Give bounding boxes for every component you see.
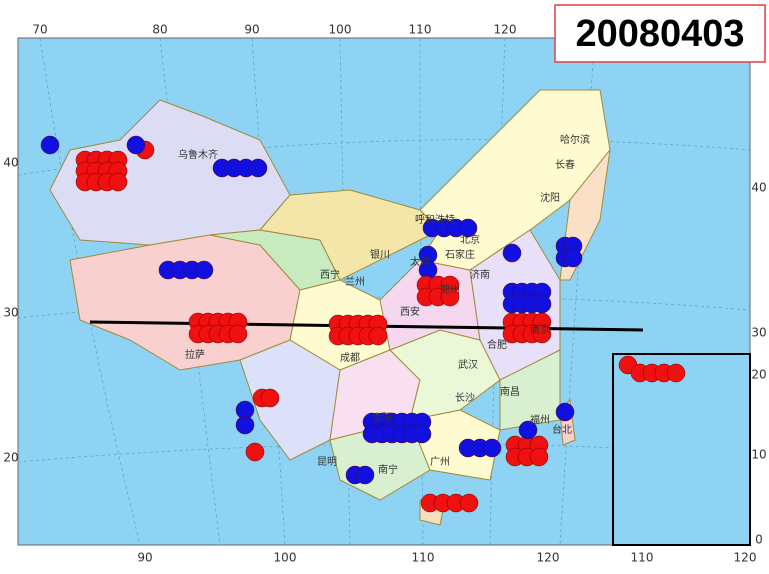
cities: 长沙 <box>455 392 475 404</box>
station-dot <box>555 402 575 422</box>
bottom-ticks: 90 <box>137 551 152 565</box>
station-dot <box>260 388 280 408</box>
station-dot <box>194 260 214 280</box>
dots <box>40 135 686 513</box>
inset-right-ticks: 20 <box>751 368 766 382</box>
station-dot <box>532 324 552 344</box>
cities: 呼和浩特 <box>415 214 455 226</box>
top-ticks: 80 <box>152 23 167 37</box>
cities: 西宁 <box>320 268 340 281</box>
top-ticks: 70 <box>32 23 47 37</box>
station-dot <box>502 243 522 263</box>
inset-right-ticks: 0 <box>755 533 763 547</box>
inset-bottom-ticks: 120 <box>734 551 757 565</box>
station-dot <box>440 287 460 307</box>
bottom-ticks: 110 <box>412 551 435 565</box>
cities: 南京 <box>530 323 550 336</box>
left-ticks: 20 <box>3 451 18 465</box>
station-dot <box>529 447 549 467</box>
right-ticks: 30 <box>751 326 766 340</box>
station-dot <box>563 248 583 268</box>
station-dot <box>666 363 686 383</box>
station-dot <box>482 438 502 458</box>
station-dot <box>248 158 268 178</box>
station-dot <box>40 135 60 155</box>
cities: 银川 <box>370 248 390 261</box>
top-ticks: 120 <box>494 23 517 37</box>
cities: 贵阳 <box>372 411 392 424</box>
cities: 济南 <box>470 268 490 281</box>
cities: 乌鲁木齐 <box>178 148 218 161</box>
inset-frame <box>612 353 751 546</box>
station-dot <box>245 442 265 462</box>
cities: 昆明 <box>317 456 337 468</box>
left-ticks: 30 <box>3 306 18 320</box>
right-ticks: 40 <box>751 181 766 195</box>
inset-right-ticks: 10 <box>751 448 766 462</box>
station-dot <box>355 465 375 485</box>
cities: 成都 <box>340 352 360 364</box>
top-ticks: 90 <box>244 23 259 37</box>
bottom-ticks: 120 <box>537 551 560 565</box>
station-dot <box>228 324 248 344</box>
station-dot <box>412 424 432 444</box>
station-dot <box>518 420 538 440</box>
cities: 太原 <box>410 255 430 268</box>
station-dot <box>368 326 388 346</box>
station-dot <box>459 493 479 513</box>
station-dot <box>458 218 478 238</box>
date-label: 20080403 <box>575 13 744 55</box>
cities: 沈阳 <box>540 191 560 204</box>
inset-bottom-ticks: 110 <box>631 551 654 565</box>
top-ticks: 110 <box>409 23 432 37</box>
cities: 石家庄 <box>445 248 475 261</box>
cities: 广州 <box>430 456 450 468</box>
cities: 合肥 <box>487 338 507 351</box>
cities: 长春 <box>555 159 575 171</box>
cities: 北京 <box>460 233 480 246</box>
date-box <box>554 4 766 63</box>
cities: 拉萨 <box>185 348 205 361</box>
cities: 南宁 <box>378 463 398 476</box>
cities: 台北 <box>552 423 572 436</box>
top-ticks: 100 <box>329 23 352 37</box>
cities: 哈尔滨 <box>560 133 590 146</box>
left-ticks: 40 <box>3 156 18 170</box>
station-dot <box>532 294 552 314</box>
station-dot <box>108 172 128 192</box>
cities: 福州 <box>530 413 550 426</box>
cities: 郑州 <box>440 283 460 296</box>
cities: 南昌 <box>500 385 520 398</box>
station-dot <box>235 415 255 435</box>
station-dot <box>126 135 146 155</box>
cities: 兰州 <box>345 275 365 288</box>
cities: 武汉 <box>458 358 478 371</box>
bottom-ticks: 100 <box>274 551 297 565</box>
cities: 西安 <box>400 305 420 318</box>
